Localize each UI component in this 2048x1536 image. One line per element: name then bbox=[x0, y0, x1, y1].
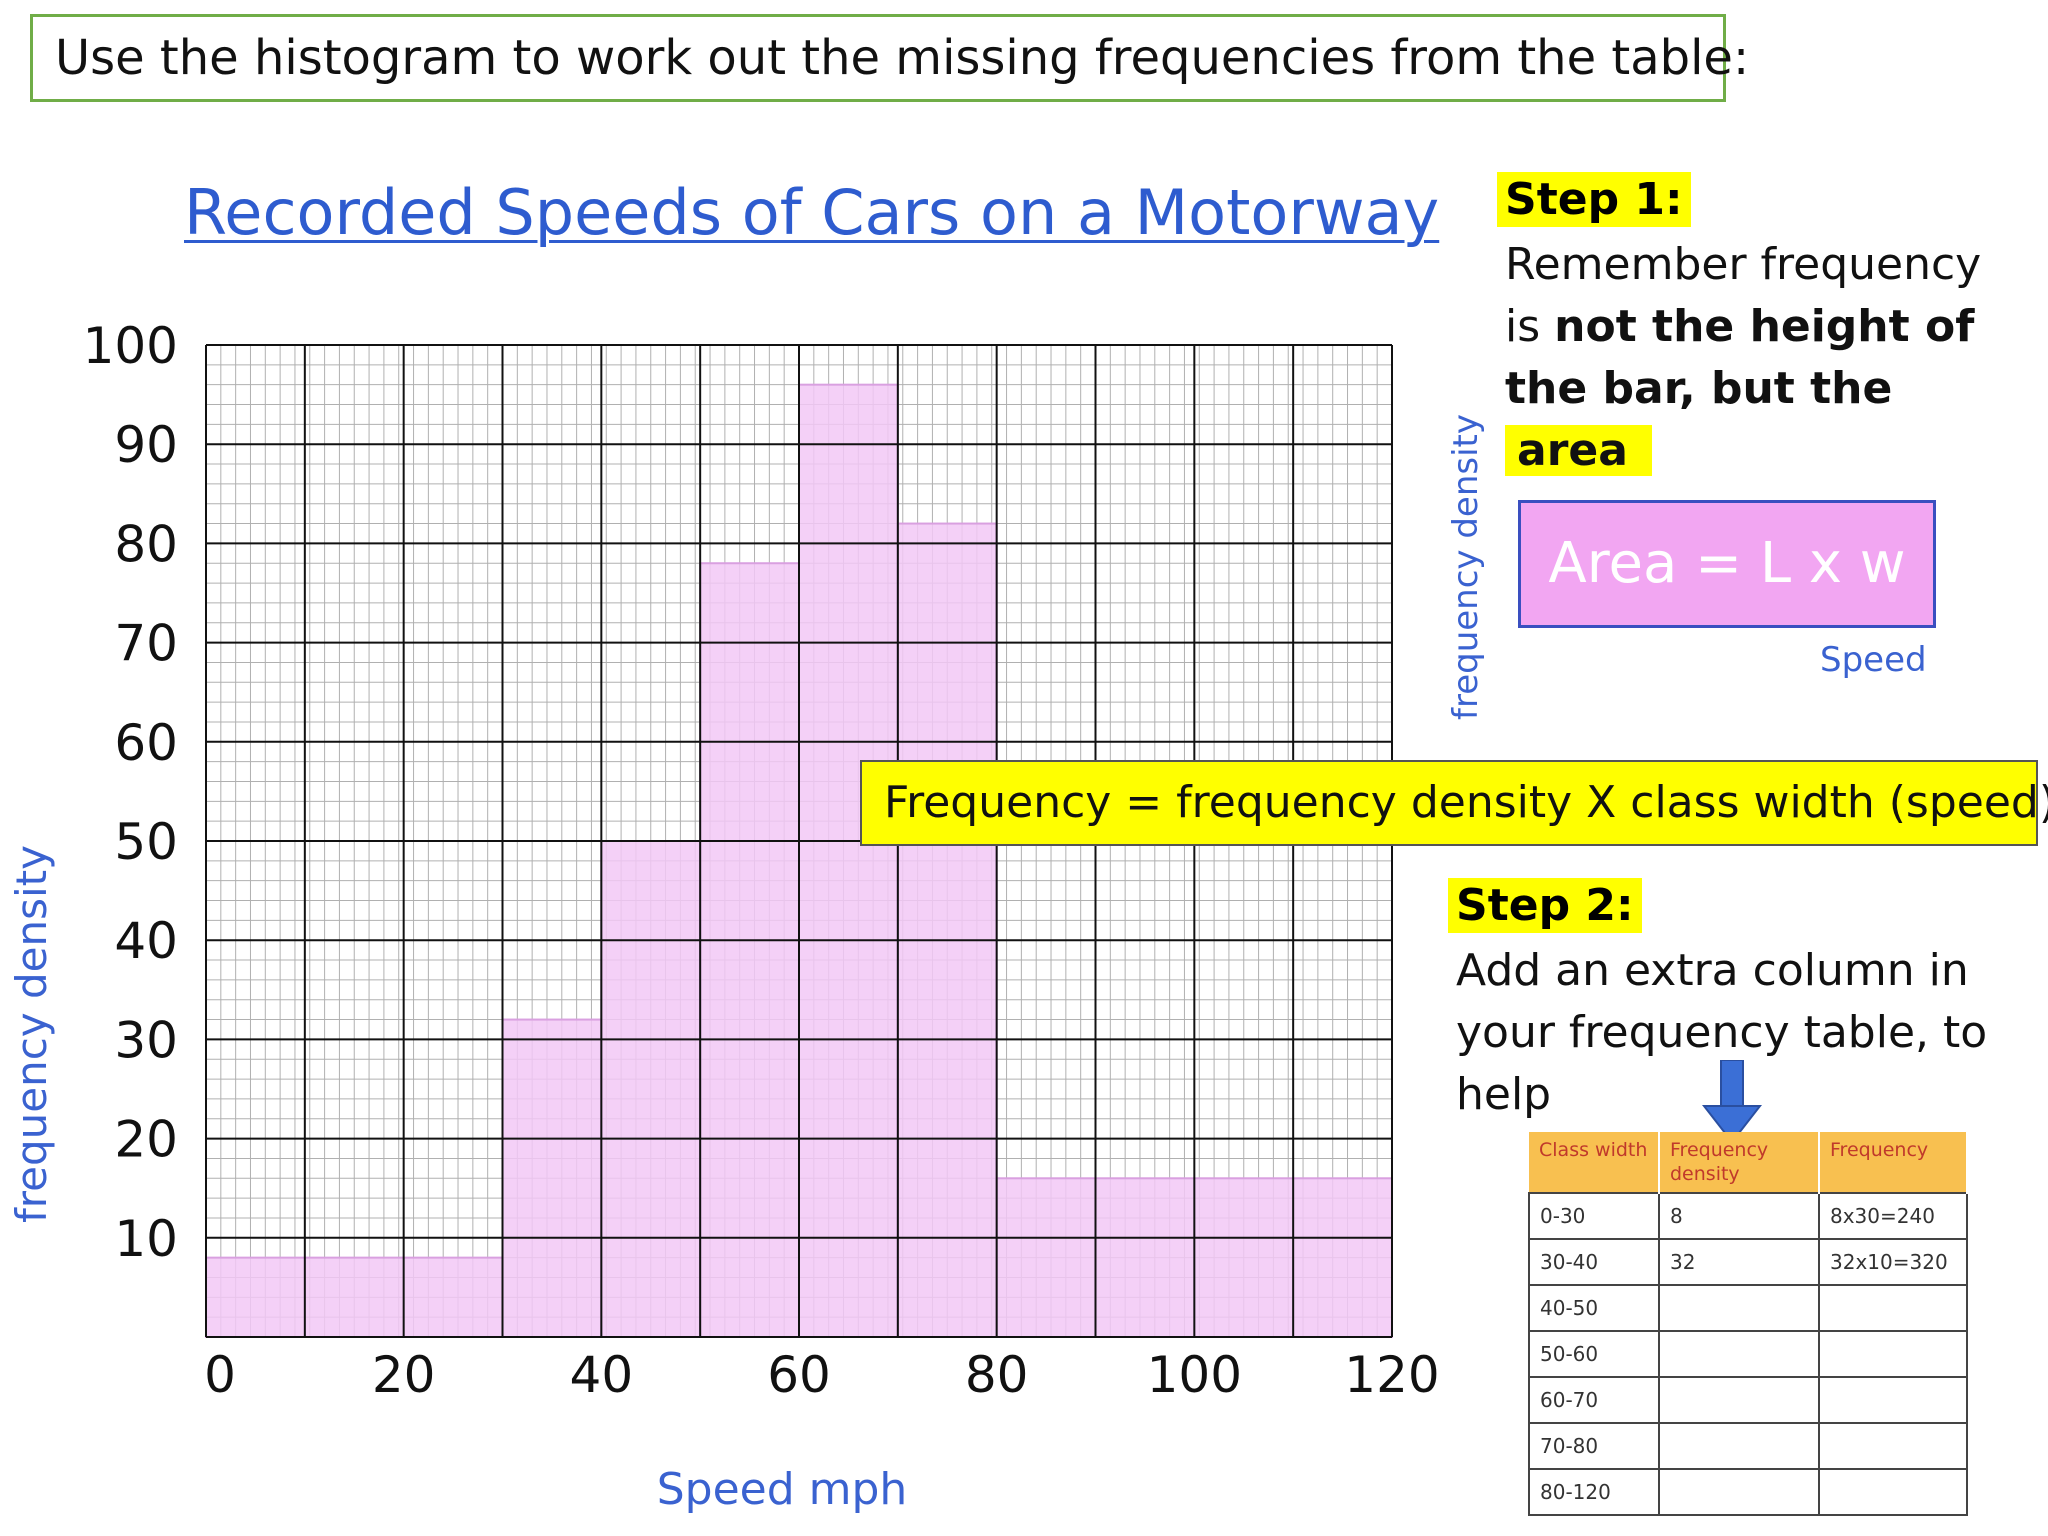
step1-text: Remember frequency is not the height of … bbox=[1505, 234, 2005, 482]
cell-density bbox=[1658, 1330, 1820, 1378]
table-row: 70-80 bbox=[1528, 1422, 1968, 1470]
y-tick-label: 70 bbox=[114, 615, 178, 673]
cell-density bbox=[1658, 1468, 1820, 1516]
cell-frequency bbox=[1818, 1376, 1968, 1424]
cell-frequency: 32x10=320 bbox=[1818, 1238, 1968, 1286]
x-tick-label: 120 bbox=[1344, 1346, 1439, 1404]
area-formula-box: Area = L x w bbox=[1518, 500, 1936, 628]
header-frequency: Frequency bbox=[1819, 1132, 1968, 1193]
header-class-width: Class width bbox=[1529, 1132, 1660, 1193]
x-tick-label: 80 bbox=[965, 1346, 1029, 1404]
y-axis-label: frequency density bbox=[7, 845, 56, 1223]
side-ylabel: frequency density bbox=[1446, 414, 1486, 720]
cell-class: 40-50 bbox=[1528, 1284, 1660, 1332]
x-tick-label: 40 bbox=[570, 1346, 634, 1404]
table-row: 50-60 bbox=[1528, 1330, 1968, 1378]
y-tick-labels: 10 20 30 40 50 60 70 80 90 100 bbox=[83, 317, 178, 1268]
cell-class: 60-70 bbox=[1528, 1376, 1660, 1424]
down-arrow-icon bbox=[1702, 1060, 1762, 1144]
cell-frequency bbox=[1818, 1330, 1968, 1378]
table-row: 30-40 32 32x10=320 bbox=[1528, 1238, 1968, 1286]
instruction-banner: Use the histogram to work out the missin… bbox=[30, 14, 1749, 102]
y-tick-label: 10 bbox=[114, 1210, 178, 1268]
table-row: 0-30 8 8x30=240 bbox=[1528, 1192, 1968, 1240]
cell-class: 0-30 bbox=[1528, 1192, 1660, 1240]
histogram-bar bbox=[600, 840, 702, 1338]
cell-class: 50-60 bbox=[1528, 1330, 1660, 1378]
histogram-bar bbox=[501, 1018, 603, 1338]
histogram-bar bbox=[896, 522, 998, 1338]
x-tick-label: 100 bbox=[1147, 1346, 1242, 1404]
table-row: 60-70 bbox=[1528, 1376, 1968, 1424]
table-row: 80-120 bbox=[1528, 1468, 1968, 1516]
x-tick-label: 20 bbox=[372, 1346, 436, 1404]
frequency-formula-box: Frequency = frequency density X class wi… bbox=[860, 760, 2048, 846]
cell-density bbox=[1658, 1376, 1820, 1424]
side-xlabel: Speed bbox=[1820, 640, 1927, 680]
cell-density: 8 bbox=[1658, 1192, 1820, 1240]
y-tick-label: 90 bbox=[114, 416, 178, 474]
y-tick-label: 40 bbox=[114, 912, 178, 970]
cell-density bbox=[1658, 1422, 1820, 1470]
cell-frequency bbox=[1818, 1422, 1968, 1470]
histogram-bar bbox=[699, 562, 801, 1338]
y-tick-label: 20 bbox=[114, 1111, 178, 1169]
frequency-table: Class width Frequency density Frequency … bbox=[1528, 1132, 1968, 1516]
histogram-bar bbox=[798, 383, 899, 1338]
y-tick-label: 60 bbox=[114, 714, 178, 772]
cell-frequency: 8x30=240 bbox=[1818, 1192, 1968, 1240]
x-tick-label: 60 bbox=[767, 1346, 831, 1404]
y-tick-label: 50 bbox=[114, 813, 178, 871]
x-tick-label: 0 bbox=[204, 1346, 236, 1404]
cell-density: 32 bbox=[1658, 1238, 1820, 1286]
chart-title: Recorded Speeds of Cars on a Motorway bbox=[184, 176, 1440, 249]
step1-label: Step 1: bbox=[1497, 172, 1691, 227]
cell-class: 30-40 bbox=[1528, 1238, 1660, 1286]
step1-text-b: not the height of the bar, but the bbox=[1505, 301, 1975, 414]
cell-frequency bbox=[1818, 1468, 1968, 1516]
x-tick-labels: 0 20 40 60 80 100 120 bbox=[204, 1346, 1440, 1404]
step1-text-c: area bbox=[1505, 425, 1652, 476]
cell-class: 70-80 bbox=[1528, 1422, 1660, 1470]
y-tick-label: 80 bbox=[114, 515, 178, 573]
step2-label: Step 2: bbox=[1448, 878, 1642, 933]
histogram-bars bbox=[205, 383, 1394, 1339]
step2-text: Add an extra column in your frequency ta… bbox=[1456, 945, 1988, 1120]
header-frequency-density: Frequency density bbox=[1659, 1132, 1820, 1193]
cell-class: 80-120 bbox=[1528, 1468, 1660, 1516]
histogram-chart: 10 20 30 40 50 60 70 80 90 100 0 20 40 60 80 100 120 fr… bbox=[7, 317, 1440, 1515]
step1-text-a: Remember frequency is bbox=[1505, 239, 1982, 352]
x-axis-label: Speed mph bbox=[657, 1464, 908, 1515]
table-row: 40-50 bbox=[1528, 1284, 1968, 1332]
cell-frequency bbox=[1818, 1284, 1968, 1332]
cell-density bbox=[1658, 1284, 1820, 1332]
y-tick-label: 30 bbox=[114, 1011, 178, 1069]
table-header-row: Class width Frequency density Frequency bbox=[1529, 1132, 1968, 1193]
histogram-bar bbox=[205, 1256, 504, 1339]
y-tick-label: 100 bbox=[83, 317, 178, 375]
